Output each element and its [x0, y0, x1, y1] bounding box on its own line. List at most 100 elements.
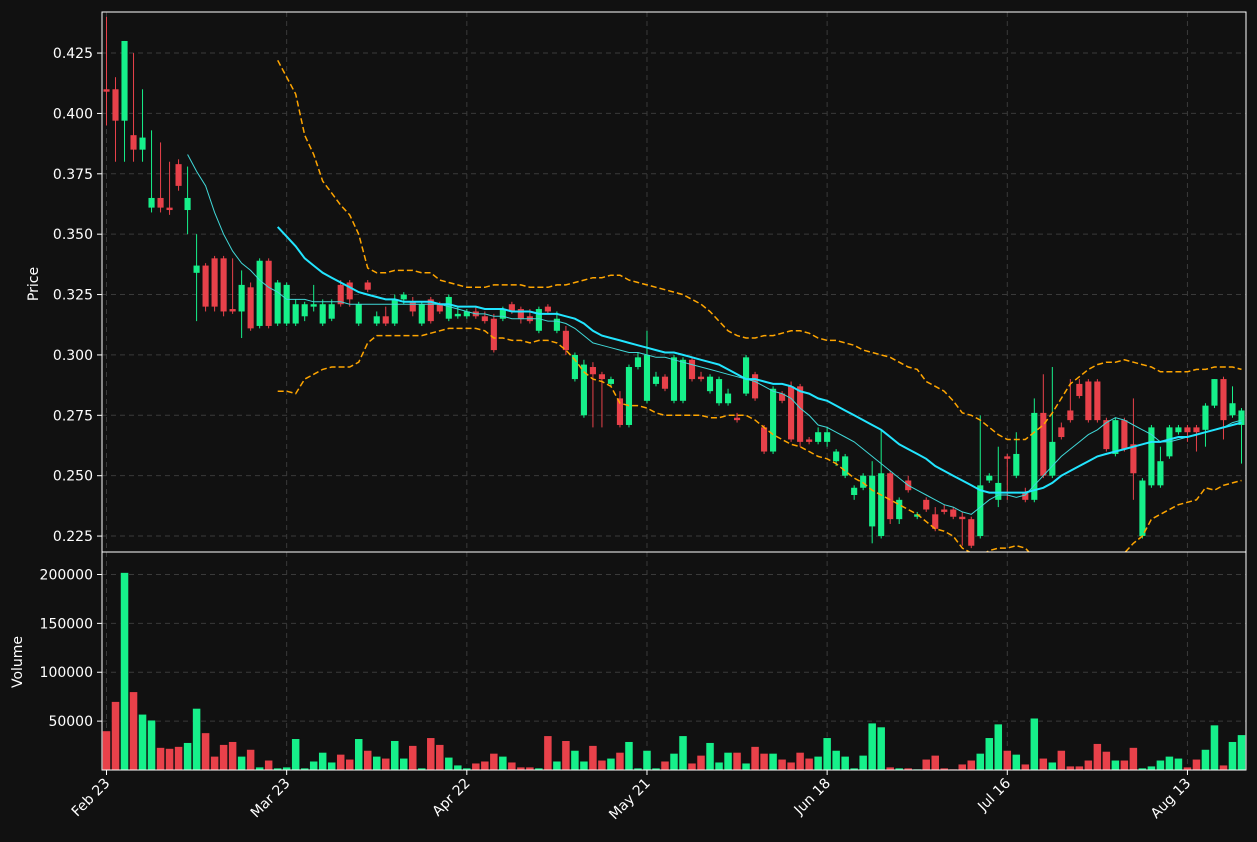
volume-bar: [678, 735, 688, 770]
volume-bar: [318, 752, 328, 770]
volume-bar: [111, 701, 120, 770]
candle-body: [148, 197, 155, 208]
candle-body: [157, 197, 164, 208]
candle-body: [715, 379, 723, 404]
volume-bar: [471, 762, 481, 770]
volume-bar: [642, 750, 652, 770]
volume-bar: [1011, 754, 1021, 770]
price-frame: [101, 11, 1247, 553]
volume-bar: [1165, 756, 1174, 770]
volume-bar: [1138, 767, 1147, 770]
volume-bar: [750, 746, 760, 770]
candle-body: [265, 260, 272, 326]
candle-body: [860, 475, 867, 488]
y-tick-label: 0.225: [53, 529, 93, 545]
volume-bar: [777, 758, 787, 770]
candle-body: [1148, 427, 1155, 486]
candle-body: [1013, 453, 1020, 476]
volume-bar: [120, 572, 129, 770]
volume-bar: [363, 750, 373, 770]
candle-body: [220, 258, 227, 312]
volume-bar: [444, 756, 454, 770]
candle-body: [1139, 480, 1146, 537]
volume-bar: [1111, 759, 1120, 770]
candle-body: [445, 296, 452, 319]
volume-bar: [291, 738, 301, 770]
candle-body: [959, 516, 966, 520]
candle-body: [824, 432, 831, 442]
candle-body: [301, 304, 308, 317]
volume-bar: [984, 737, 994, 770]
y-tick-label: 0.325: [53, 288, 93, 304]
candle-body: [319, 304, 326, 324]
candle-body: [463, 311, 470, 317]
volume-bar: [1156, 759, 1165, 770]
volume-bar: [1129, 747, 1138, 770]
x-tick-label: Feb 23: [69, 776, 114, 821]
volume-bar: [1120, 759, 1129, 770]
candle-body: [643, 354, 651, 401]
candle-body: [616, 398, 624, 425]
x-tick-label: Aug 13: [1148, 776, 1194, 822]
candle-body: [139, 137, 146, 150]
volume-bar: [1038, 757, 1048, 770]
candle-body: [409, 301, 416, 312]
candle-body: [752, 374, 759, 399]
volume-bar: [354, 738, 364, 770]
x-tick-label: Jun 18: [791, 776, 834, 819]
candle-body: [1121, 420, 1128, 450]
candle-body: [1076, 383, 1083, 396]
candle-body: [382, 316, 389, 324]
volume-bar: [786, 761, 796, 770]
volume-bar: [804, 757, 814, 770]
candle-body: [761, 427, 768, 452]
candle-body: [121, 40, 128, 121]
volume-bar: [309, 760, 319, 770]
volume-bar: [1192, 758, 1201, 770]
volume-bar: [1201, 749, 1210, 770]
candle-body: [661, 376, 669, 389]
volume-bar: [408, 745, 418, 770]
volume-bar: [966, 759, 976, 770]
candle-body: [490, 318, 497, 351]
volume-bar: [1237, 734, 1246, 770]
candle-body: [589, 367, 596, 375]
candle-body: [166, 207, 173, 211]
volume-bar: [237, 756, 246, 770]
candle-body: [373, 316, 380, 324]
candle-body: [1157, 461, 1164, 486]
volume-bar: [1047, 761, 1057, 770]
candle-body: [400, 294, 407, 300]
candle-body: [878, 473, 885, 537]
candle-body: [175, 164, 182, 186]
candle-body: [391, 299, 398, 324]
volume-bar: [381, 757, 391, 770]
candle-body: [454, 313, 461, 317]
candle-body: [427, 299, 434, 322]
volume-bar: [723, 752, 733, 770]
candle-body: [1220, 379, 1227, 421]
candle-body: [806, 439, 813, 442]
candle-body: [229, 309, 236, 312]
volume-bar: [687, 762, 697, 770]
candle-body: [544, 306, 551, 312]
volume-bar: [336, 754, 346, 770]
volume-bar: [246, 749, 255, 770]
candle-body: [499, 309, 506, 319]
candle-body: [256, 260, 263, 326]
candle-body: [535, 309, 542, 331]
volume-axis-label: Volume: [10, 636, 26, 688]
candle-body: [1040, 412, 1047, 476]
candle-body: [869, 475, 876, 527]
volume-bar: [840, 756, 850, 770]
y-tick-label: 0.250: [53, 469, 93, 485]
volume-bar: [1075, 765, 1084, 770]
candle-body: [914, 514, 921, 517]
candle-body: [1049, 441, 1056, 476]
candle-body: [941, 509, 948, 512]
volume-bar: [507, 761, 517, 770]
candle-body: [779, 393, 786, 401]
candle-body: [652, 376, 660, 384]
volume-bar: [795, 752, 805, 770]
